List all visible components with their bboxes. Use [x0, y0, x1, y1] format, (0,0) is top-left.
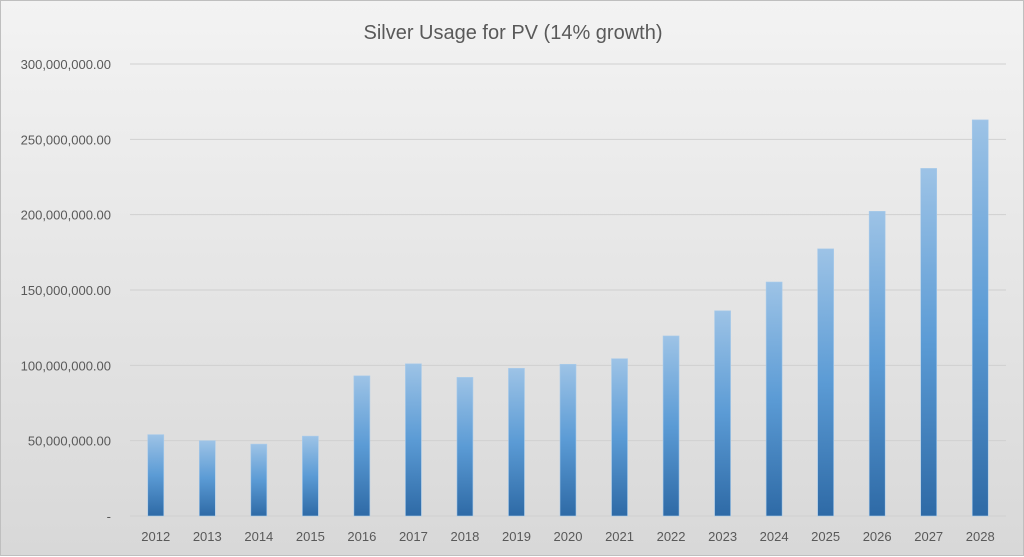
bar-2013 [198, 440, 216, 517]
bar-2019 [508, 368, 525, 517]
bar-2022 [662, 335, 680, 517]
x-tick-label: 2028 [966, 529, 995, 544]
bar-2016 [353, 375, 371, 517]
bar-2028 [971, 119, 989, 517]
chart-title: Silver Usage for PV (14% growth) [363, 22, 662, 44]
bar-2018 [456, 377, 474, 517]
x-tick-label: 2027 [914, 529, 943, 544]
x-tick-label: 2012 [141, 529, 170, 544]
y-tick-label: 200,000,000.00 [21, 208, 111, 223]
bar-2012 [147, 434, 165, 517]
y-tick-label: 100,000,000.00 [21, 358, 111, 373]
bar-2021 [611, 358, 628, 517]
x-tick-label: 2023 [708, 529, 737, 544]
x-tick-label: 2024 [760, 529, 789, 544]
x-tick-label: 2014 [244, 529, 273, 544]
x-tick-label: 2020 [554, 529, 583, 544]
x-tick-label: 2026 [863, 529, 892, 544]
x-tick-label: 2018 [450, 529, 479, 544]
x-tick-label: 2013 [193, 529, 222, 544]
x-tick-label: 2016 [347, 529, 376, 544]
bar-2024 [765, 281, 783, 517]
y-tick-label: 150,000,000.00 [21, 283, 111, 298]
x-tick-label: 2019 [502, 529, 531, 544]
bar-2025 [817, 248, 834, 517]
x-tick-label: 2022 [657, 529, 686, 544]
x-tick-label: 2021 [605, 529, 634, 544]
bar-2020 [559, 363, 577, 517]
x-tick-label: 2017 [399, 529, 428, 544]
y-tick-label: 300,000,000.00 [21, 57, 111, 72]
bar-2026 [868, 211, 886, 517]
bar-2017 [405, 363, 422, 517]
x-tick-label: 2025 [811, 529, 840, 544]
y-tick-label: - [107, 509, 111, 524]
bar-2023 [714, 310, 731, 517]
y-tick-label: 50,000,000.00 [28, 434, 111, 449]
bar-2014 [250, 443, 268, 517]
x-tick-label: 2015 [296, 529, 325, 544]
bar-2027 [920, 168, 938, 517]
y-tick-label: 250,000,000.00 [21, 132, 111, 147]
bar-2015 [302, 435, 319, 517]
